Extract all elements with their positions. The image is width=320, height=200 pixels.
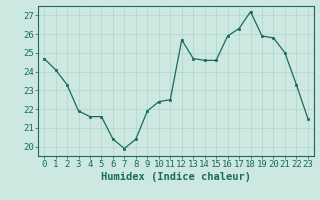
X-axis label: Humidex (Indice chaleur): Humidex (Indice chaleur) xyxy=(101,172,251,182)
